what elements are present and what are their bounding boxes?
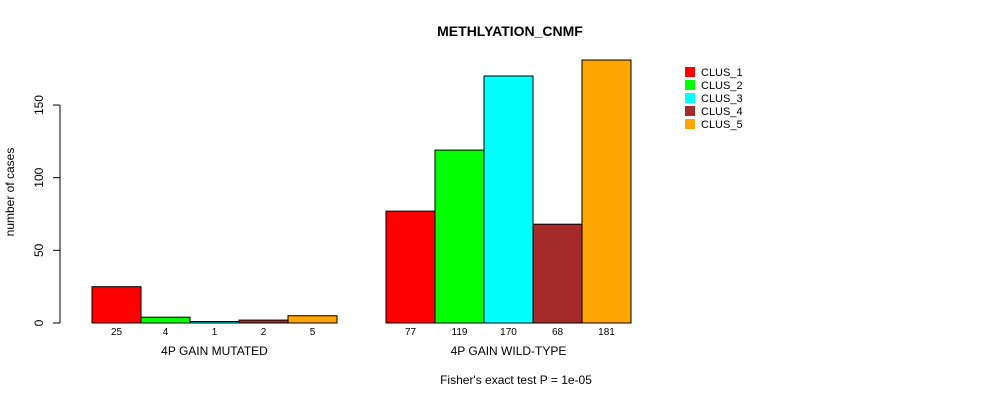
legend-swatch [685,80,695,90]
bar-clus-2-group-1 [140,316,191,324]
legend-swatch [685,106,695,116]
bar-value-label: 68 [552,327,564,338]
bar-clus-3-group-2 [483,75,534,324]
y-axis: 0 50 100 150 [32,95,61,326]
bar-clus-5-group-1 [287,315,338,324]
bar-value-label: 170 [500,327,517,338]
group-label-2: 4P GAIN WILD-TYPE [451,344,567,358]
fisher-test-footnote: Fisher's exact test P = 1e-05 [440,373,592,387]
bar-clus-1-group-1 [91,286,142,324]
y-tick-label: 100 [32,167,46,187]
chart-title: METHLYATION_CNMF [437,23,583,39]
bar-value-label: 1 [212,327,218,338]
bar-value-label: 5 [310,327,316,338]
bar-value-label: 119 [452,327,468,338]
bar-value-label: 77 [405,327,417,338]
legend-label: CLUS_2 [701,80,743,92]
bar-clus-5-group-2 [581,59,632,324]
legend-swatch [685,67,695,77]
data-labels: 25 4 1 2 5 77 119 170 68 181 [111,327,615,338]
bar-clus-4-group-2 [532,223,583,324]
legend-swatch [685,119,695,129]
bar-clus-1-group-2 [385,210,436,324]
y-tick-label: 150 [32,95,46,115]
group-label-1: 4P GAIN MUTATED [161,344,268,358]
legend-swatch [685,93,695,103]
bar-value-label: 25 [111,327,123,338]
y-tick-label: 0 [32,319,46,326]
bar-clus-2-group-2 [434,149,485,324]
bar-value-label: 2 [261,327,267,338]
legend-label: CLUS_1 [701,67,743,79]
bar-value-label: 181 [598,327,615,338]
legend-label: CLUS_3 [701,93,743,105]
bar-value-label: 4 [163,327,169,338]
bar-clus-3-group-1 [189,321,240,324]
legend-label: CLUS_5 [701,119,743,131]
y-axis-label: number of cases [3,148,17,237]
y-tick-label: 50 [32,243,46,257]
bars [91,59,632,324]
legend-label: CLUS_4 [701,106,743,118]
bar-clus-4-group-1 [238,319,289,324]
group-labels: 4P GAIN MUTATED 4P GAIN WILD-TYPE [161,344,566,358]
